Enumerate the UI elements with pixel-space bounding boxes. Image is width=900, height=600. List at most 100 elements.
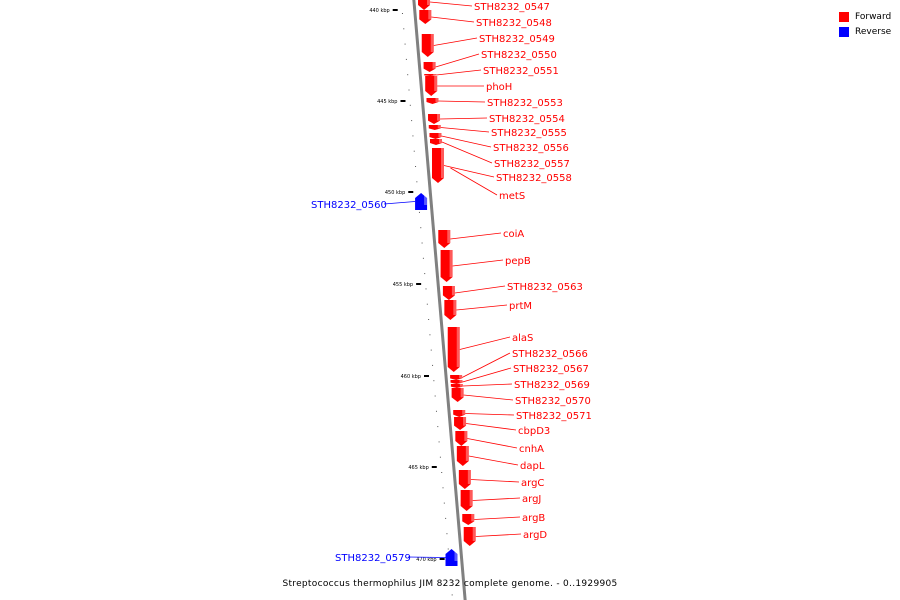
gene-shading — [459, 375, 463, 379]
gene-feature-STH8232_0553[interactable] — [426, 98, 439, 104]
gene-feature-STH8232_0556[interactable] — [429, 133, 442, 139]
gene-label[interactable]: STH8232_0570 — [515, 396, 591, 407]
gene-feature-STH8232_0570[interactable] — [451, 388, 464, 402]
minor-tick — [429, 334, 431, 336]
gene-label[interactable]: STH8232_0548 — [476, 18, 552, 29]
gene-label[interactable]: argD — [523, 530, 547, 541]
gene-shading — [432, 62, 436, 69]
label-leader — [436, 69, 482, 76]
gene-feature-cnhA[interactable] — [455, 431, 468, 446]
gene-feature-STH8232_0555[interactable] — [428, 125, 441, 130]
gene-label[interactable]: pepB — [505, 256, 531, 267]
gene-feature-STH8232_0549[interactable] — [421, 34, 434, 57]
minor-tick — [420, 227, 422, 229]
tick-label: 470 kbp — [416, 557, 436, 563]
gene-label[interactable]: STH8232_0547 — [474, 2, 550, 13]
gene-feature-STH8232_0547[interactable] — [418, 0, 431, 10]
gene-feature-STH8232_0557[interactable] — [429, 139, 442, 145]
minor-tick — [403, 28, 405, 30]
gene-label[interactable]: STH8232_0551 — [483, 66, 559, 77]
major-tick — [408, 191, 414, 193]
minor-tick — [422, 257, 424, 259]
label-leader — [431, 16, 475, 23]
minor-tick — [424, 273, 426, 275]
gene-feature-pepB[interactable] — [440, 250, 453, 282]
legend-reverse[interactable]: Reverse — [839, 24, 891, 39]
gene-label[interactable]: STH8232_0550 — [481, 50, 557, 61]
gene-label[interactable]: STH8232_0566 — [512, 349, 588, 360]
label-leader — [440, 127, 490, 133]
gene-shading — [465, 446, 469, 461]
gene-shading — [459, 384, 463, 387]
gene-feature-STH8232_0560[interactable] — [415, 193, 428, 210]
minor-tick — [446, 533, 448, 535]
label-leader — [461, 352, 511, 378]
gene-shading — [427, 0, 431, 5]
gene-feature-dapL[interactable] — [456, 446, 469, 466]
label-leader — [468, 455, 519, 466]
gene-shading — [464, 431, 468, 441]
gene-label[interactable]: STH8232_0579 — [335, 553, 411, 564]
gene-feature-cbpD3[interactable] — [454, 417, 467, 430]
gene-feature-argB[interactable] — [462, 514, 475, 525]
gene-label[interactable]: coiA — [503, 229, 524, 240]
gene-feature-STH8232_0579[interactable] — [445, 549, 458, 566]
gene-label[interactable]: STH8232_0558 — [496, 173, 572, 184]
gene-label[interactable]: STH8232_0560 — [311, 200, 387, 211]
gene-label[interactable]: cbpD3 — [518, 426, 550, 437]
gene-feature-STH8232_0550[interactable] — [423, 62, 436, 72]
gene-label[interactable]: prtM — [509, 301, 532, 312]
minor-tick — [432, 364, 434, 366]
gene-label[interactable]: argB — [522, 513, 545, 524]
minor-tick — [445, 517, 447, 519]
gene-feature-argJ[interactable] — [460, 490, 473, 511]
gene-feature-STH8232_0569[interactable] — [450, 384, 463, 388]
label-leader — [440, 117, 488, 120]
gene-feature-prtM[interactable] — [444, 300, 457, 320]
label-leader — [456, 304, 508, 311]
gene-label[interactable]: argC — [521, 478, 544, 489]
label-leader — [474, 516, 521, 520]
gene-feature-alaS[interactable] — [447, 327, 460, 372]
gene-label[interactable]: STH8232_0553 — [487, 98, 563, 109]
gene-label[interactable]: STH8232_0556 — [493, 143, 569, 154]
gene-feature-argC[interactable] — [458, 470, 471, 489]
gene-feature-coiA[interactable] — [438, 230, 451, 248]
gene-label[interactable]: argJ — [522, 494, 541, 505]
minor-tick — [405, 58, 407, 60]
gene-label[interactable]: phoH — [486, 82, 512, 93]
gene-feature-STH8232_0548[interactable] — [419, 10, 432, 24]
gene-feature-STH8232_0563[interactable] — [442, 286, 455, 300]
major-tick — [423, 375, 429, 377]
label-leader — [466, 423, 517, 431]
label-leader — [462, 367, 512, 383]
gene-feature-STH8232_0566[interactable] — [450, 375, 463, 380]
minor-tick — [434, 395, 436, 397]
gene-label[interactable]: STH8232_0555 — [491, 128, 567, 139]
gene-label[interactable]: STH8232_0557 — [494, 159, 570, 170]
tick-label: 445 kbp — [377, 99, 397, 105]
legend-forward[interactable]: Forward — [839, 9, 891, 24]
gene-label[interactable]: STH8232_0549 — [479, 34, 555, 45]
gene-shading — [430, 34, 434, 52]
gene-label[interactable]: STH8232_0554 — [489, 114, 565, 125]
gene-shading — [447, 230, 451, 243]
gene-label[interactable]: STH8232_0571 — [516, 411, 592, 422]
label-leader — [454, 285, 506, 294]
gene-feature-STH8232_0558[interactable] — [432, 148, 445, 183]
gene-label[interactable]: dapL — [520, 461, 545, 472]
minor-tick — [418, 211, 420, 213]
gene-feature-argD[interactable] — [463, 527, 476, 546]
gene-label[interactable]: STH8232_0567 — [513, 364, 589, 375]
gene-feature-phoH[interactable] — [425, 76, 438, 96]
gene-label[interactable]: STH8232_0563 — [507, 282, 583, 293]
gene-label[interactable]: alaS — [512, 333, 533, 344]
label-leader — [459, 336, 511, 350]
gene-feature-STH8232_0551[interactable] — [424, 74, 437, 76]
gene-label[interactable]: cnhA — [519, 444, 544, 455]
gene-label[interactable]: STH8232_0569 — [514, 380, 590, 391]
gene-label[interactable]: metS — [499, 191, 525, 202]
gene-feature-STH8232_0571[interactable] — [453, 410, 466, 417]
gene-feature-STH8232_0567[interactable] — [450, 380, 463, 384]
gene-feature-STH8232_0554[interactable] — [428, 114, 441, 124]
